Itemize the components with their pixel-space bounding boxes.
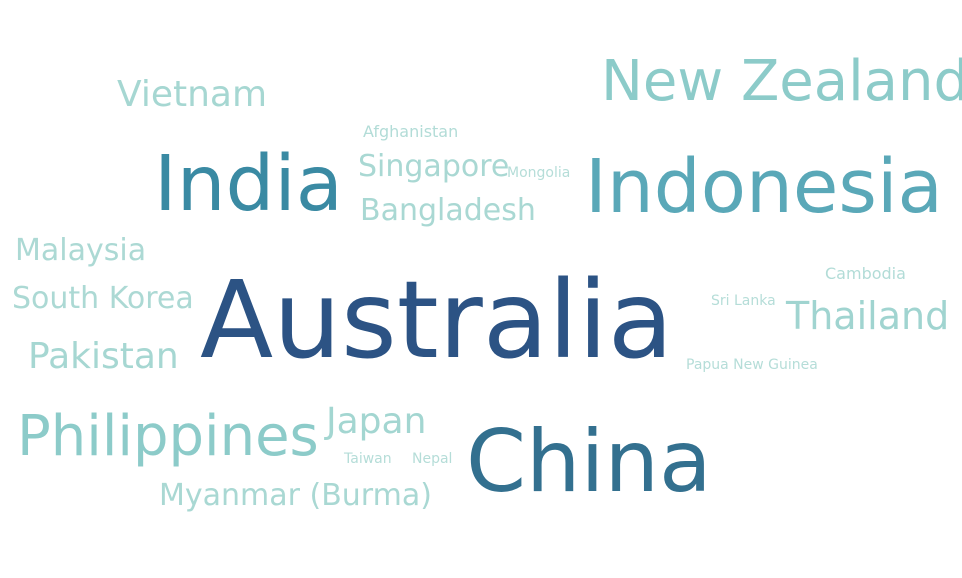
word-afghanistan: Afghanistan bbox=[363, 122, 459, 141]
word-malaysia: Malaysia bbox=[15, 233, 147, 268]
word-bangladesh: Bangladesh bbox=[360, 193, 536, 228]
word-mongolia: Mongolia bbox=[507, 165, 571, 181]
word-nepal: Nepal bbox=[412, 451, 453, 467]
word-indonesia: Indonesia bbox=[585, 144, 943, 230]
word-sri-lanka: Sri Lanka bbox=[711, 293, 776, 309]
word-china: China bbox=[466, 412, 712, 512]
word-vietnam: Vietnam bbox=[117, 74, 268, 115]
word-south-korea: South Korea bbox=[12, 281, 194, 316]
word-papua-new-guinea: Papua New Guinea bbox=[686, 357, 818, 373]
word-cambodia: Cambodia bbox=[825, 264, 906, 283]
word-myanmar-burma: Myanmar (Burma) bbox=[159, 478, 432, 513]
word-india: India bbox=[154, 140, 343, 229]
word-taiwan: Taiwan bbox=[344, 451, 392, 467]
word-thailand: Thailand bbox=[786, 294, 950, 338]
word-japan: Japan bbox=[326, 401, 427, 442]
word-pakistan: Pakistan bbox=[28, 336, 179, 377]
word-australia: Australia bbox=[200, 259, 674, 383]
word-singapore: Singapore bbox=[358, 149, 510, 184]
word-new-zealand: New Zealand bbox=[601, 49, 962, 114]
word-philippines: Philippines bbox=[17, 404, 319, 469]
